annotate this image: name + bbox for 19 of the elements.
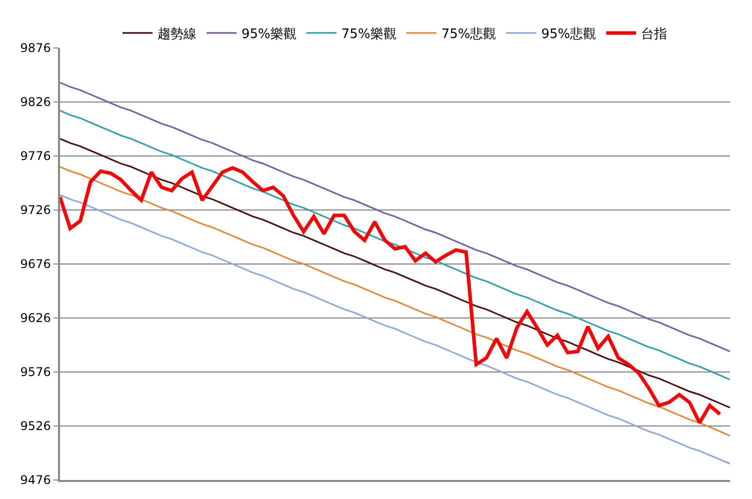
line-series	[60, 138, 730, 408]
legend-label: 75%悲觀	[441, 27, 496, 42]
legend-label: 台指	[641, 27, 668, 42]
legend-label: 95%樂觀	[242, 27, 296, 42]
y-tick-label: 9826	[20, 95, 51, 110]
y-tick-label: 9526	[20, 419, 51, 434]
line-series	[60, 194, 730, 465]
y-tick-label: 9476	[20, 473, 51, 488]
y-tick-label: 9626	[20, 311, 51, 326]
y-tick-label: 9726	[20, 203, 51, 218]
legend-label: 75%樂觀	[341, 27, 396, 42]
line-series	[60, 82, 730, 352]
y-tick-label: 9876	[20, 41, 51, 56]
legend-label: 趨勢線	[158, 27, 196, 42]
line-series	[60, 110, 730, 380]
y-tick-label: 9576	[20, 365, 51, 380]
y-tick-label: 9776	[20, 149, 51, 164]
legend-label: 95%悲觀	[541, 27, 596, 42]
y-tick-label: 9676	[20, 257, 51, 272]
